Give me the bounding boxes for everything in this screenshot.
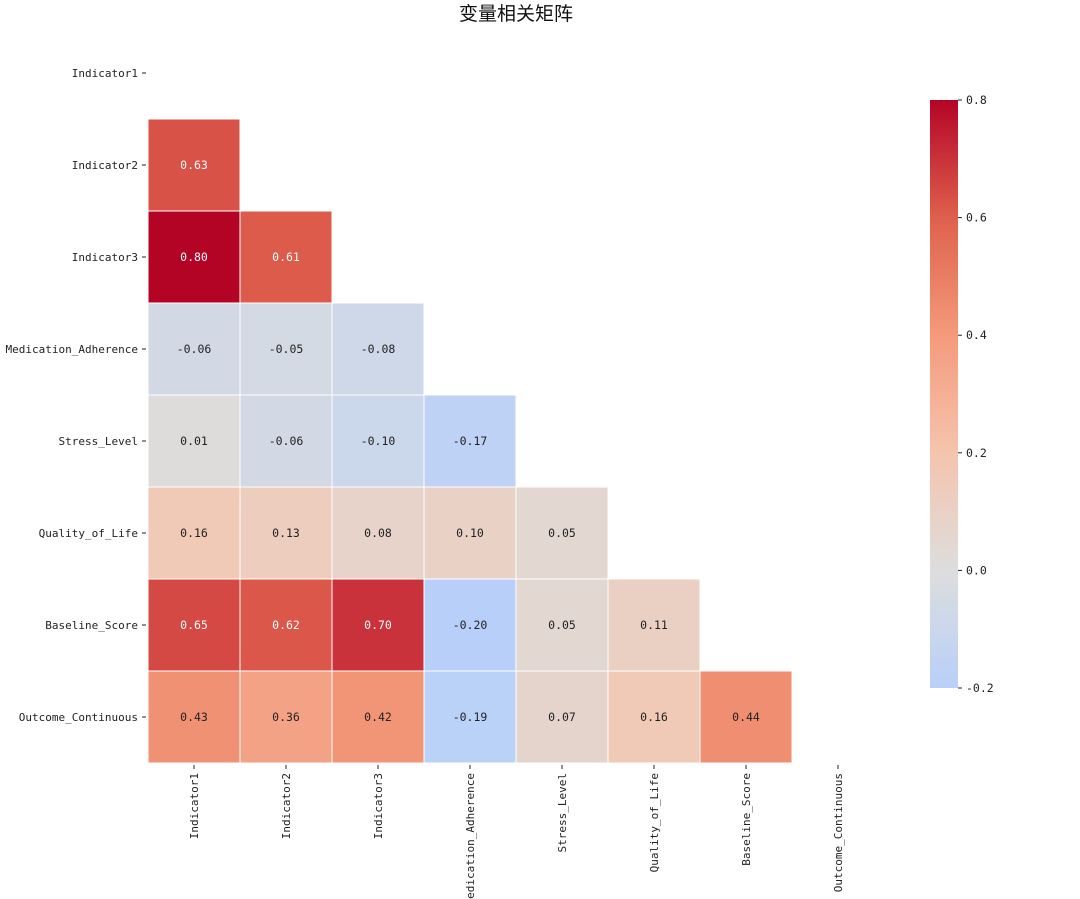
- cell-value-label: -0.06: [177, 342, 212, 356]
- cell-value-label: 0.61: [272, 250, 300, 264]
- heatmap-cell: [147, 302, 241, 396]
- y-tick-label: Indicator3: [72, 251, 138, 264]
- heatmap-cell: [607, 578, 701, 672]
- cell-value-label: 0.43: [180, 710, 208, 724]
- y-tick-label: Indicator1: [72, 67, 138, 80]
- heatmap-cell: [239, 210, 333, 304]
- x-tick-label: Medication_Adherence: [464, 773, 477, 899]
- heatmap-cell: [423, 578, 517, 672]
- cell-value-label: 0.42: [364, 710, 392, 724]
- heatmap-cell: [607, 670, 701, 764]
- heatmap-cell: [147, 578, 241, 672]
- cell-value-label: -0.20: [453, 618, 488, 632]
- cell-value-label: 0.16: [180, 526, 208, 540]
- heatmap-cell: [147, 670, 241, 764]
- cell-value-label: -0.05: [269, 342, 304, 356]
- x-tick-label: Stress_Level: [556, 773, 569, 852]
- x-tick-label: Quality_of_Life: [648, 773, 661, 872]
- x-tick-label: Indicator1: [188, 773, 201, 839]
- cell-value-label: -0.06: [269, 434, 304, 448]
- x-tick-label: Baseline_Score: [740, 773, 753, 866]
- heatmap-cell: [331, 486, 425, 580]
- cell-value-label: 0.36: [272, 710, 300, 724]
- colorbar-gradient: [930, 100, 958, 688]
- colorbar: 0.8 0.6 0.4 0.2 0.0 -0.2: [930, 93, 994, 695]
- x-tick-label: Indicator2: [280, 773, 293, 839]
- heatmap-cell: [147, 210, 241, 304]
- heatmap-cell: [239, 486, 333, 580]
- y-tick-label: Quality_of_Life: [39, 527, 138, 540]
- x-tick-label: Indicator3: [372, 773, 385, 839]
- heatmap-cells: 0.63 0.80 0.61 -0.06 -0.05 -0.08 0.01 -0.06 -0.1…: [147, 118, 793, 764]
- cell-value-label: 0.62: [272, 618, 300, 632]
- y-tick-label: Medication_Adherence: [6, 343, 138, 356]
- cell-value-label: 0.13: [272, 526, 300, 540]
- x-tick-label: Outcome_Continuous: [832, 773, 845, 892]
- cell-value-label: 0.01: [180, 434, 208, 448]
- heatmap-cell: [147, 118, 241, 212]
- heatmap-cell: [515, 578, 609, 672]
- heatmap-cell: [239, 302, 333, 396]
- y-tick-label: Indicator2: [72, 159, 138, 172]
- cell-value-label: 0.07: [548, 710, 576, 724]
- heatmap-cell: [515, 486, 609, 580]
- cell-value-label: 0.70: [364, 618, 392, 632]
- cell-value-label: 0.16: [640, 710, 668, 724]
- cell-value-label: 0.65: [180, 618, 208, 632]
- cell-value-label: 0.11: [640, 618, 668, 632]
- colorbar-tick-label: 0.4: [966, 328, 987, 342]
- heatmap-cell: [423, 394, 517, 488]
- y-axis-labels: Indicator1 Indicator2 Indicator3 Medication…: [6, 67, 146, 724]
- cell-value-label: 0.10: [456, 526, 484, 540]
- colorbar-ticks: 0.8 0.6 0.4 0.2 0.0 -0.2: [958, 93, 994, 695]
- cell-value-label: 0.63: [180, 158, 208, 172]
- chart-title: 变量相关矩阵: [459, 3, 573, 25]
- cell-value-label: 0.05: [548, 618, 576, 632]
- cell-value-label: 0.80: [180, 250, 208, 264]
- heatmap-cell: [239, 578, 333, 672]
- colorbar-tick-label: 0.2: [966, 446, 987, 460]
- colorbar-tick-label: 0.6: [966, 211, 987, 225]
- colorbar-tick-label: -0.2: [966, 681, 994, 695]
- colorbar-tick-label: 0.0: [966, 563, 987, 577]
- x-axis-labels: Indicator1 Indicator2 Indicator3 Medication…: [188, 765, 845, 899]
- heatmap-cell: [699, 670, 793, 764]
- heatmap-cell: [423, 670, 517, 764]
- cell-value-label: -0.19: [453, 710, 488, 724]
- y-tick-label: Outcome_Continuous: [19, 711, 138, 724]
- cell-value-label: -0.17: [453, 434, 488, 448]
- cell-value-label: 0.44: [732, 710, 760, 724]
- cell-value-label: 0.08: [364, 526, 392, 540]
- cell-value-label: 0.05: [548, 526, 576, 540]
- heatmap-cell: [331, 302, 425, 396]
- heatmap-cell: [239, 394, 333, 488]
- heatmap-cell: [239, 670, 333, 764]
- y-tick-label: Stress_Level: [59, 435, 138, 448]
- heatmap-cell: [331, 578, 425, 672]
- colorbar-tick-label: 0.8: [966, 93, 987, 107]
- cell-value-label: -0.10: [361, 434, 396, 448]
- y-tick-label: Baseline_Score: [45, 619, 138, 632]
- heatmap-cell: [423, 486, 517, 580]
- cell-value-label: -0.08: [361, 342, 396, 356]
